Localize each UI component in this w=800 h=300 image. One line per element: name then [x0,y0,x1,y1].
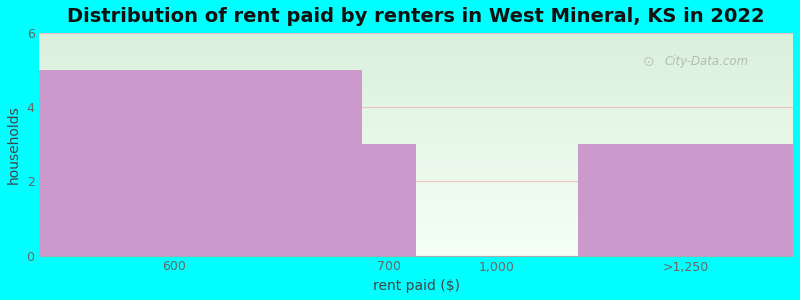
X-axis label: rent paid ($): rent paid ($) [373,279,460,293]
Y-axis label: households: households [7,105,21,184]
Text: City-Data.com: City-Data.com [665,55,749,68]
Text: ⊙: ⊙ [642,55,654,69]
Bar [362,144,416,256]
Bar [578,144,793,256]
Title: Distribution of rent paid by renters in West Mineral, KS in 2022: Distribution of rent paid by renters in … [67,7,765,26]
Bar [39,70,362,256]
